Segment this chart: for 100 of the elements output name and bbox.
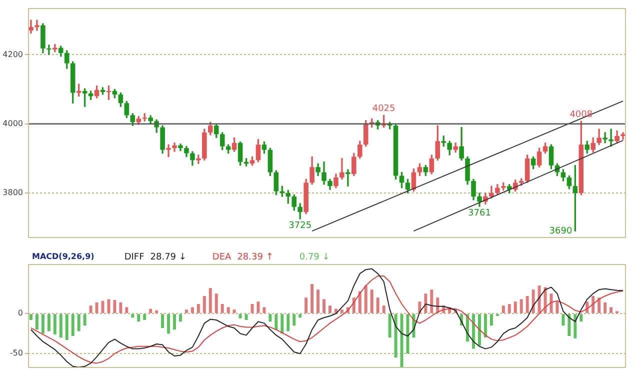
candlestick — [46, 44, 52, 56]
bar — [298, 314, 302, 318]
bar — [382, 306, 386, 314]
bar — [610, 307, 613, 314]
candlestick — [166, 144, 171, 158]
bar — [196, 304, 200, 314]
bar — [256, 302, 260, 314]
bar — [370, 290, 374, 314]
annotation: 3725 — [288, 220, 312, 231]
candlestick — [346, 169, 350, 186]
bar — [322, 299, 326, 314]
bar — [238, 314, 242, 318]
bar — [77, 314, 80, 332]
bar — [131, 314, 134, 318]
candlestick — [602, 132, 608, 144]
bar — [167, 314, 170, 334]
y-tick-label: 0 — [18, 308, 23, 318]
bar — [310, 284, 314, 314]
bar — [214, 294, 218, 314]
annotation: 3690 — [549, 226, 572, 236]
bar — [119, 302, 122, 314]
bar — [125, 307, 128, 314]
bar — [59, 314, 62, 338]
bar — [173, 314, 176, 330]
bar — [358, 291, 362, 314]
bar — [65, 314, 68, 340]
bar — [161, 314, 164, 328]
y-tick-label: -50 — [10, 348, 23, 358]
bar — [286, 314, 290, 332]
bar — [424, 294, 428, 314]
bar — [328, 306, 332, 314]
bar — [29, 314, 32, 320]
text: 28.79 ↓ — [150, 252, 186, 262]
bar — [190, 307, 194, 314]
bar — [155, 310, 158, 314]
candlestick — [620, 132, 626, 140]
bar — [149, 308, 152, 314]
bar — [95, 302, 98, 314]
chart-title: MACD(9,26,9) — [32, 252, 94, 262]
candlestick — [172, 142, 177, 152]
bar — [574, 314, 577, 338]
bar — [268, 314, 272, 322]
bar — [592, 296, 595, 314]
bar — [376, 298, 380, 314]
bar — [178, 314, 182, 322]
bar — [340, 310, 344, 314]
bar — [514, 302, 517, 314]
bar — [35, 314, 38, 330]
bar — [364, 286, 368, 314]
bar — [47, 314, 50, 332]
bar — [202, 296, 206, 314]
bar — [490, 314, 493, 326]
bar — [472, 314, 476, 349]
y-tick-label: 4200 — [2, 50, 23, 59]
bar — [113, 300, 116, 314]
bar — [568, 314, 571, 336]
bar — [556, 302, 559, 314]
bar — [262, 307, 266, 314]
bar — [532, 290, 535, 314]
bar — [520, 299, 523, 314]
bar — [304, 298, 308, 314]
candlestick — [608, 128, 614, 147]
bar — [538, 286, 541, 314]
bar — [394, 314, 398, 358]
bar — [478, 314, 481, 346]
bar — [526, 296, 529, 314]
bar — [274, 314, 278, 330]
bar — [107, 299, 110, 314]
bar — [316, 290, 320, 314]
bar — [208, 288, 212, 314]
bar — [143, 314, 146, 320]
candlestick — [340, 158, 344, 180]
bar — [232, 310, 236, 314]
bar — [137, 314, 140, 322]
bar — [562, 314, 565, 326]
bar — [244, 314, 248, 320]
candlestick — [196, 154, 201, 164]
bar — [508, 304, 511, 314]
bar — [388, 314, 392, 338]
y-tick-label: 4000 — [2, 118, 23, 128]
bar — [89, 306, 92, 314]
y-tick-label: 3800 — [2, 188, 23, 198]
bar — [406, 314, 410, 354]
bar — [430, 290, 434, 314]
bar — [226, 307, 230, 314]
bar — [598, 298, 601, 314]
bar — [604, 302, 607, 314]
annotation: 4008 — [570, 110, 593, 120]
bar — [83, 314, 86, 326]
annotation: 4025 — [372, 104, 396, 114]
bar — [41, 314, 44, 334]
bar — [280, 314, 284, 334]
annotation: 3761 — [468, 208, 491, 218]
text: DIFF — [124, 252, 144, 262]
text: 0.79 ↓ — [299, 252, 330, 262]
bar — [484, 314, 487, 338]
bar — [502, 306, 505, 314]
bar — [71, 314, 74, 336]
bar — [184, 310, 188, 314]
candlestick — [34, 20, 40, 31]
